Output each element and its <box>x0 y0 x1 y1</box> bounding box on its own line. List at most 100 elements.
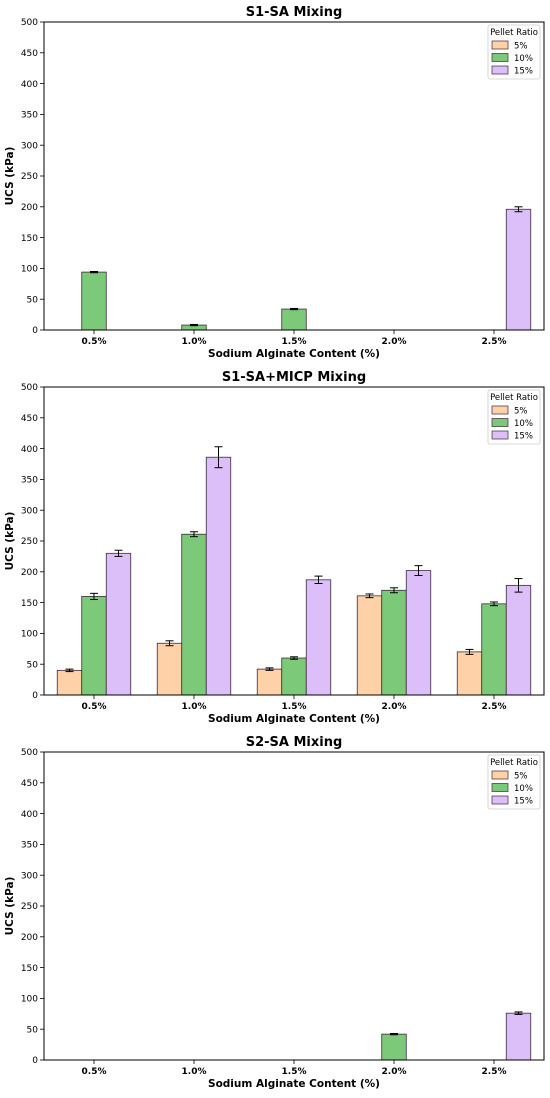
error-bar <box>114 549 123 557</box>
error-bar <box>314 575 323 585</box>
error-bar <box>165 640 174 647</box>
legend-swatch <box>491 418 509 427</box>
error-bar <box>365 593 374 599</box>
bar-15pct-2.5pct <box>505 584 532 696</box>
plot-frame <box>43 751 545 1061</box>
bar-15pct-0.5pct <box>105 552 132 696</box>
bar-5pct-1.0pct <box>156 642 183 696</box>
error-bar <box>90 270 98 274</box>
bar-5pct-2.0pct <box>356 595 383 696</box>
y-axis-label: UCS (kPa) <box>4 147 16 206</box>
bar-15pct-2.5pct <box>505 1012 532 1061</box>
legend-title: Pellet Ratio <box>490 758 538 768</box>
y-axis-label: UCS (kPa) <box>4 512 16 571</box>
legend-label: 15% <box>514 67 533 77</box>
x-tick-label: 2.5% <box>482 337 507 347</box>
x-tick-label: 1.5% <box>282 337 307 347</box>
bar-10pct-1.5pct <box>281 308 307 331</box>
y-tick-label: 200 <box>21 203 38 213</box>
y-tick-label: 300 <box>21 871 38 881</box>
error-bar <box>514 206 523 213</box>
legend-swatch <box>491 405 509 415</box>
bar-15pct-2.5pct <box>505 208 532 331</box>
x-tick-label: 2.0% <box>382 1067 407 1077</box>
bar-10pct-1.0pct <box>181 533 207 696</box>
legend-swatch <box>491 770 509 780</box>
x-tick-label: 1.5% <box>282 1067 307 1077</box>
y-tick-label: 350 <box>21 841 38 851</box>
bar-5pct-0.5pct <box>56 669 83 696</box>
chart-panel-1: S1-SA Mixing 0 50 100 150 200 250 300 350 400 450 5… <box>4 5 545 360</box>
y-tick-label: 150 <box>21 599 38 609</box>
y-tick-label: 300 <box>21 141 38 151</box>
y-tick-label: 450 <box>21 414 38 424</box>
bar-10pct-0.5pct <box>81 596 107 696</box>
legend-swatch <box>491 40 509 50</box>
legend-box <box>487 24 541 80</box>
y-tick-label: 450 <box>21 779 38 789</box>
error-bar <box>190 531 198 538</box>
error-bar <box>65 668 74 673</box>
bar-10pct-2.0pct <box>381 1033 407 1061</box>
y-tick-label: 50 <box>27 1025 39 1035</box>
y-tick-label: 450 <box>21 49 38 59</box>
legend-label: 10% <box>514 784 533 794</box>
plot-frame <box>43 386 545 696</box>
legend-label: 10% <box>514 54 533 64</box>
plot-frame <box>43 21 545 331</box>
y-tick-label: 500 <box>21 18 38 28</box>
legend: Pellet Ratio 5% 10% 15% <box>487 24 541 80</box>
legend-swatch <box>491 795 509 805</box>
y-tick-label: 400 <box>21 445 38 455</box>
error-bar <box>514 1011 523 1015</box>
legend-label: 5% <box>514 407 528 417</box>
error-bar <box>190 323 198 327</box>
bar-10pct-0.5pct <box>81 271 107 331</box>
error-bar <box>465 648 474 655</box>
error-bar <box>390 587 398 594</box>
y-tick-label: 100 <box>21 995 38 1005</box>
x-tick-label: 2.0% <box>382 337 407 347</box>
x-tick-label: 1.0% <box>182 337 207 347</box>
error-bar <box>514 578 523 593</box>
legend-title: Pellet Ratio <box>490 393 538 403</box>
chart-panel-2: S1-SA+MICP Mixing 0 50 100 150 200 250 300 350 40… <box>4 370 545 725</box>
x-tick-label: 2.5% <box>482 1067 507 1077</box>
x-tick-label: 0.5% <box>82 337 107 347</box>
y-tick-label: 300 <box>21 506 38 516</box>
legend: Pellet Ratio 5% 10% 15% <box>487 389 541 445</box>
y-tick-label: 250 <box>21 537 38 547</box>
legend-swatch <box>491 65 509 75</box>
x-tick-label: 2.0% <box>382 702 407 712</box>
x-tick-label: 1.0% <box>182 702 207 712</box>
x-axis-label: Sodium Alginate Content (%) <box>208 1078 380 1090</box>
y-tick-label: 250 <box>21 902 38 912</box>
chart-panel-3: S2-SA Mixing 0 50 100 150 200 250 300 350 400 450 5… <box>4 735 545 1090</box>
y-tick-label: 250 <box>21 172 38 182</box>
legend-label: 5% <box>514 42 528 52</box>
x-tick-label: 0.5% <box>82 702 107 712</box>
error-bar <box>90 592 98 601</box>
x-tick-label: 0.5% <box>82 1067 107 1077</box>
error-bar <box>490 601 498 607</box>
legend-box <box>487 389 541 445</box>
x-tick-label: 1.0% <box>182 1067 207 1077</box>
legend: Pellet Ratio 5% 10% 15% <box>487 754 541 810</box>
bar-10pct-2.5pct <box>481 603 507 696</box>
x-axis-label: Sodium Alginate Content (%) <box>208 713 380 725</box>
y-tick-label: 350 <box>21 111 38 121</box>
x-tick-label: 1.5% <box>282 702 307 712</box>
legend-swatch <box>491 53 509 62</box>
bar-15pct-1.0pct <box>205 456 232 696</box>
legend-label: 5% <box>514 772 528 782</box>
y-tick-label: 0 <box>32 326 38 336</box>
y-tick-label: 500 <box>21 383 38 393</box>
error-bar <box>214 446 223 469</box>
chart-title: S1-SA Mixing <box>246 5 343 20</box>
y-tick-label: 50 <box>27 295 39 305</box>
legend-swatch <box>491 430 509 440</box>
bar-5pct-2.5pct <box>456 651 483 696</box>
y-axis-label: UCS (kPa) <box>4 877 16 936</box>
